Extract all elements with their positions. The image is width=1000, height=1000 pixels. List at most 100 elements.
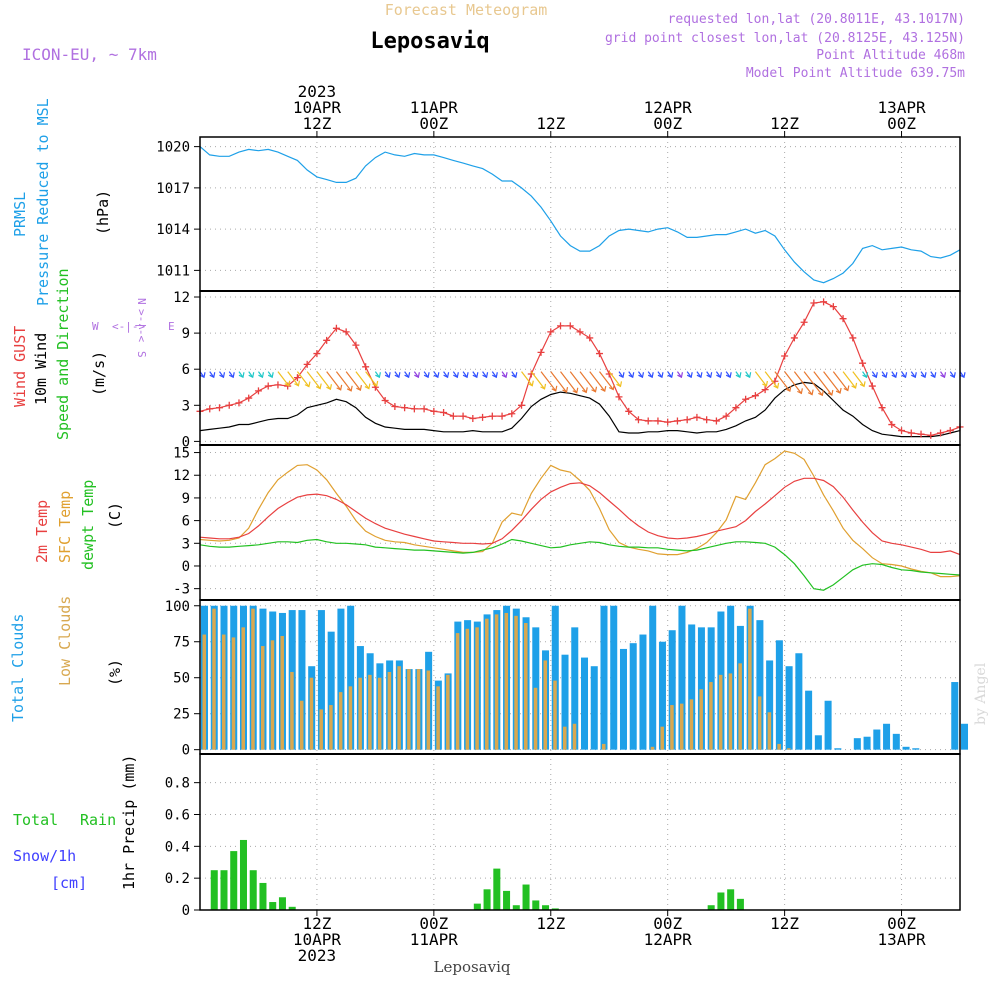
total-cloud-bar: [317, 610, 325, 750]
low-cloud-bar: [407, 669, 411, 750]
location-title: Leposaviq: [370, 29, 489, 54]
wind-compass: W <-|-> E N >-|-< S: [92, 298, 175, 358]
rain-bar: [522, 884, 530, 910]
rain-bar: [249, 870, 257, 910]
wind-arrow-head: [501, 372, 508, 379]
wind-arrow-head: [745, 372, 752, 379]
temp-ytick-label: 0: [182, 559, 190, 575]
gust-marker: [206, 405, 214, 413]
gust-marker: [927, 431, 935, 439]
low-cloud-bar: [329, 705, 333, 750]
total-cloud-bar: [658, 641, 666, 750]
gust-marker: [352, 341, 360, 349]
wind-arrow-head: [572, 387, 579, 394]
gust-marker: [722, 412, 730, 420]
wind-arrow-head: [618, 372, 625, 379]
total-cloud-bar: [688, 624, 696, 750]
wind-direction-arrow: [589, 371, 606, 392]
gust-marker: [625, 407, 633, 415]
time-label-top: 00Z: [653, 114, 682, 133]
wind-arrow-head: [696, 372, 703, 379]
low-cloud-bar: [504, 612, 509, 750]
low-cloud-bar: [446, 674, 450, 750]
total-cloud-bar: [873, 729, 881, 750]
gust-marker: [313, 350, 321, 358]
temp-ytick-label: 3: [182, 536, 190, 552]
total-cloud-bar: [600, 605, 608, 750]
footer-location: Leposaviq: [434, 958, 511, 976]
gust-marker: [888, 421, 896, 429]
cloud-unit: (%): [106, 659, 124, 686]
gust-marker: [293, 374, 301, 382]
gust-marker: [800, 318, 808, 326]
total-cloud-bar: [766, 660, 774, 750]
temp-unit: (C): [106, 502, 124, 529]
cloud-labels: Total Clouds Low Clouds (%): [9, 596, 124, 722]
gust-marker: [693, 413, 701, 421]
gust-marker: [673, 417, 681, 425]
low-cloud-bar: [387, 671, 392, 750]
rain-bar: [473, 903, 481, 910]
wind-arrow-head: [940, 372, 947, 379]
gust-marker: [586, 334, 594, 342]
total-cloud-bar: [785, 666, 793, 750]
low-cloud-bar: [455, 633, 460, 750]
total-cloud-bar: [678, 605, 686, 750]
wind-direction-arrow: [287, 371, 299, 387]
time-label-bottom: 00Z: [653, 914, 682, 933]
wind-arrow-head: [511, 372, 518, 379]
low-cloud-bar: [309, 677, 314, 750]
total-cloud-bar: [853, 738, 861, 750]
time-label-bottom: 00Z: [419, 914, 448, 933]
total-cloud-bar: [863, 736, 871, 750]
wind-arrow-head: [404, 372, 411, 379]
wind-direction-arrow: [540, 371, 557, 392]
temp-ytick-label: 12: [173, 468, 190, 484]
temp-ytick-label: 9: [182, 491, 190, 507]
time-label-top: 12Z: [536, 114, 565, 133]
low-cloud-bar: [475, 627, 479, 750]
wind-arrow-head: [628, 372, 635, 379]
prmsl-label: PRMSL: [11, 192, 29, 237]
gust-marker: [742, 395, 750, 403]
total-cloud-bar: [561, 654, 569, 750]
gust-marker: [937, 429, 945, 437]
time-label-top: 12APR: [644, 98, 693, 117]
time-label-top: 10APR: [293, 98, 342, 117]
precip-ytick-label: 0.8: [165, 776, 190, 792]
gust-marker: [761, 386, 769, 394]
pressure-ytick-label: 1011: [156, 263, 190, 279]
wind-arrow-head: [911, 372, 917, 379]
low-cloud-bar: [679, 703, 684, 750]
pressure-line: [199, 146, 961, 284]
pressure-frame: [199, 136, 961, 292]
wind-arrow-head: [423, 372, 430, 379]
gust-marker: [420, 405, 428, 413]
wind-arrow-head: [591, 386, 598, 393]
wind-arrow-head: [773, 382, 780, 389]
gust-marker: [664, 418, 672, 426]
low-cloud-bar: [670, 705, 674, 750]
pressure-ytick-label: 1014: [156, 222, 190, 238]
wind-arrow-head: [551, 385, 558, 392]
wind-arrow-head: [647, 372, 654, 379]
low-cloud-bar: [260, 646, 265, 750]
wind-arrow-head: [818, 390, 824, 397]
temp-ytick-label: -3: [173, 582, 190, 598]
time-label-bottom: 12Z: [302, 914, 331, 933]
wind-arrow-head: [930, 372, 937, 379]
wind-arrow-head: [807, 389, 814, 396]
total-cloud-bar: [697, 627, 705, 750]
rain-bar: [259, 882, 267, 910]
low-cloud-bar: [221, 634, 226, 750]
total-cloud-bar: [902, 746, 910, 750]
wind-direction-arrow: [608, 371, 621, 387]
total-cloud-bar: [610, 605, 618, 750]
low-cloud-bar: [251, 608, 255, 750]
rain-bar: [707, 905, 715, 910]
low-cloud-bar: [212, 608, 216, 750]
low-cloud-bar: [787, 748, 791, 750]
wind-arrow-head: [785, 386, 792, 393]
wind-arrow-head: [667, 372, 674, 379]
precip-rain-label: Rain: [80, 811, 116, 829]
